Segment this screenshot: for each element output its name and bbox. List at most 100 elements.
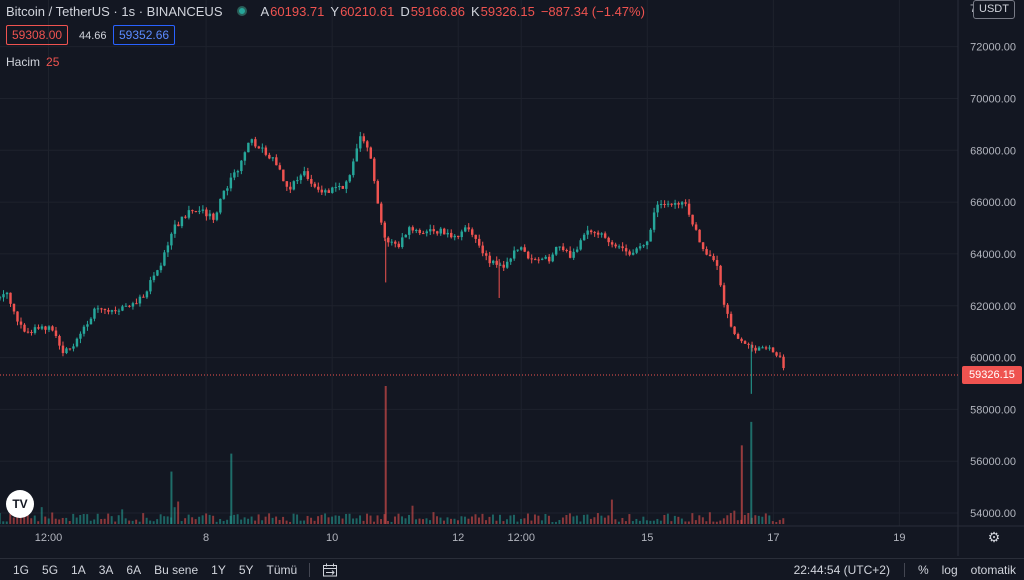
volume-bar	[163, 516, 166, 524]
candle-body	[380, 203, 383, 223]
volume-bar	[324, 513, 327, 524]
volume-bar	[540, 520, 543, 524]
bid-price-box[interactable]: 59308.00	[6, 25, 69, 45]
price-axis-label: 60000.00	[970, 353, 1016, 365]
timeframe-1g[interactable]: 1G	[13, 562, 30, 577]
price-axis-label: 70000.00	[970, 93, 1016, 105]
volume-bar	[544, 513, 547, 524]
currency-badge[interactable]: USDT	[973, 0, 1015, 19]
volume-bar	[754, 515, 757, 524]
volume-bar	[135, 519, 138, 524]
volume-bar	[457, 520, 459, 524]
volume-spike	[384, 386, 387, 524]
volume-bar	[684, 521, 687, 524]
volume-bar	[208, 514, 211, 524]
volume-bar	[30, 518, 33, 524]
timeframe-6a[interactable]: 6A	[126, 562, 142, 577]
candle-body	[715, 260, 719, 266]
volume-bar	[306, 515, 309, 524]
candle-body	[114, 310, 117, 312]
gear-icon[interactable]: ⚙	[987, 529, 1001, 545]
candle-body	[194, 210, 198, 212]
candle-body	[502, 264, 505, 268]
candle-body	[684, 202, 687, 204]
volume-bar	[222, 521, 225, 524]
candle-body	[16, 311, 19, 322]
chart-canvas[interactable]: 72000.00 70000.00 68000.00 66000.00 64000.00…	[0, 0, 1024, 556]
candle-body	[128, 305, 131, 307]
candle-body	[306, 171, 310, 179]
candle-body	[509, 258, 512, 262]
volume-bar	[509, 515, 512, 524]
candle-body	[82, 326, 86, 334]
candle-body	[107, 310, 110, 312]
volume-bar	[205, 513, 208, 524]
volume-bar	[771, 521, 774, 524]
calendar-range-icon[interactable]	[322, 563, 338, 577]
candle-body	[575, 249, 579, 252]
volume-bar	[261, 520, 264, 524]
candle-body	[383, 222, 386, 238]
candle-body	[666, 203, 670, 205]
timeframe-3a[interactable]: 3A	[98, 562, 114, 577]
volume-bar	[649, 520, 652, 524]
volume-bar	[341, 518, 344, 524]
volume-bar	[327, 517, 330, 524]
candle-body	[138, 296, 142, 304]
ohlc-key-a: A	[260, 3, 270, 19]
volume-bar	[726, 515, 729, 524]
volume-bar	[596, 513, 599, 524]
candle-body	[310, 178, 313, 184]
volume-legend[interactable]: Hacim 25	[6, 55, 59, 69]
volume-bar	[460, 516, 463, 524]
clock-timezone[interactable]: 22:44:54 (UTC+2)	[793, 563, 890, 577]
auto-scale-toggle[interactable]: otomatik	[970, 563, 1016, 577]
volume-bar	[226, 519, 229, 524]
volume-bar	[313, 520, 316, 524]
candle-body	[254, 139, 257, 147]
candle-body	[547, 256, 551, 262]
candle-body	[390, 241, 393, 243]
timeframe-5y[interactable]: 5Y	[238, 562, 254, 577]
volume-spike	[170, 471, 173, 524]
volume-bar	[289, 521, 292, 524]
market-status-icon[interactable]	[236, 6, 247, 16]
candle-body	[376, 181, 380, 204]
candle-body	[271, 157, 275, 159]
volume-bar	[72, 513, 75, 524]
tradingview-logo[interactable]: TV	[6, 490, 34, 518]
timeframe-5g[interactable]: 5G	[42, 562, 59, 577]
volume-bar	[219, 518, 222, 524]
volume-bar	[65, 517, 68, 524]
candle-body	[589, 230, 593, 233]
volume-value: 25	[46, 55, 60, 69]
volume-bar	[586, 514, 589, 524]
volume-bar	[757, 515, 760, 524]
candle-body	[645, 241, 649, 246]
volume-bar	[166, 516, 169, 524]
candle-body	[691, 214, 694, 225]
timeframe-1a[interactable]: 1A	[71, 562, 86, 577]
volume-bar	[233, 514, 236, 524]
candle-body	[680, 202, 684, 205]
candle-body	[264, 147, 268, 155]
candle-body	[460, 231, 463, 238]
candle-body	[387, 237, 390, 243]
percent-scale-toggle[interactable]: %	[917, 563, 929, 577]
candle-body	[429, 229, 432, 232]
candle-body	[778, 355, 782, 357]
candle-body	[708, 254, 712, 257]
volume-bar	[404, 518, 407, 524]
timeframe-1y[interactable]: 1Y	[211, 562, 226, 577]
timeframe-all[interactable]: Tümü	[266, 562, 298, 577]
volume-bar	[236, 514, 239, 524]
volume-bar	[418, 518, 421, 524]
timeframe-ytd[interactable]: Bu sene	[154, 562, 199, 577]
ask-price-box[interactable]: 59352.66	[113, 25, 176, 45]
symbol-title[interactable]: Bitcoin / TetherUS · 1s · BINANCEUS	[6, 3, 223, 19]
log-scale-toggle[interactable]: log	[941, 563, 958, 577]
volume-bar	[712, 521, 715, 524]
volume-bar	[436, 516, 438, 524]
volume-bar	[23, 516, 26, 524]
